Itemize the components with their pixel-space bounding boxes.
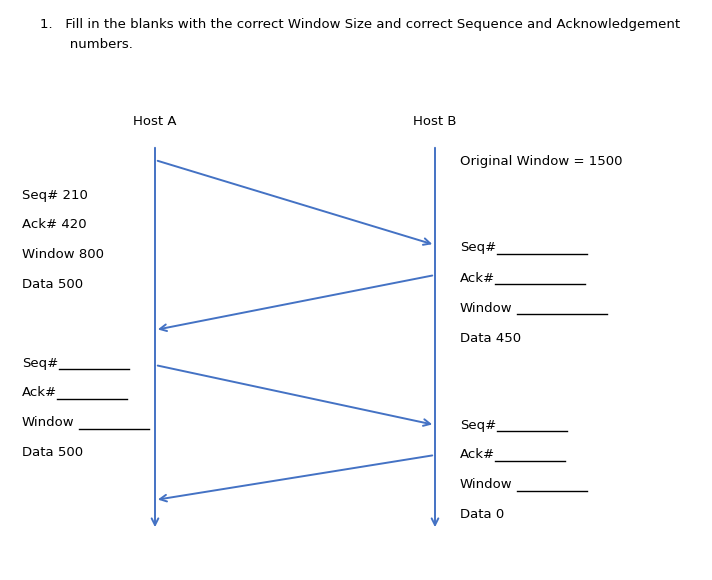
Text: Host B: Host B — [413, 115, 457, 128]
Text: Seq#: Seq# — [460, 241, 496, 255]
Text: Host A: Host A — [133, 115, 177, 128]
Text: Window: Window — [460, 478, 513, 491]
Text: Window 800: Window 800 — [22, 248, 104, 262]
Text: Ack# 420: Ack# 420 — [22, 219, 87, 231]
Text: Ack#: Ack# — [460, 271, 495, 285]
Text: Data 450: Data 450 — [460, 332, 521, 345]
Text: Seq# 210: Seq# 210 — [22, 188, 88, 201]
Text: Ack#: Ack# — [460, 448, 495, 462]
Text: Window: Window — [460, 302, 513, 314]
Text: Data 500: Data 500 — [22, 278, 83, 292]
Text: Window: Window — [22, 416, 75, 430]
Text: Data 500: Data 500 — [22, 447, 83, 459]
Text: Ack#: Ack# — [22, 386, 57, 400]
Text: Seq#: Seq# — [22, 357, 58, 369]
Text: Data 0: Data 0 — [460, 509, 504, 521]
Text: Seq#: Seq# — [460, 419, 496, 432]
Text: Original Window = 1500: Original Window = 1500 — [460, 155, 622, 168]
Text: numbers.: numbers. — [40, 38, 133, 51]
Text: 1.   Fill in the blanks with the correct Window Size and correct Sequence and Ac: 1. Fill in the blanks with the correct W… — [40, 18, 680, 31]
